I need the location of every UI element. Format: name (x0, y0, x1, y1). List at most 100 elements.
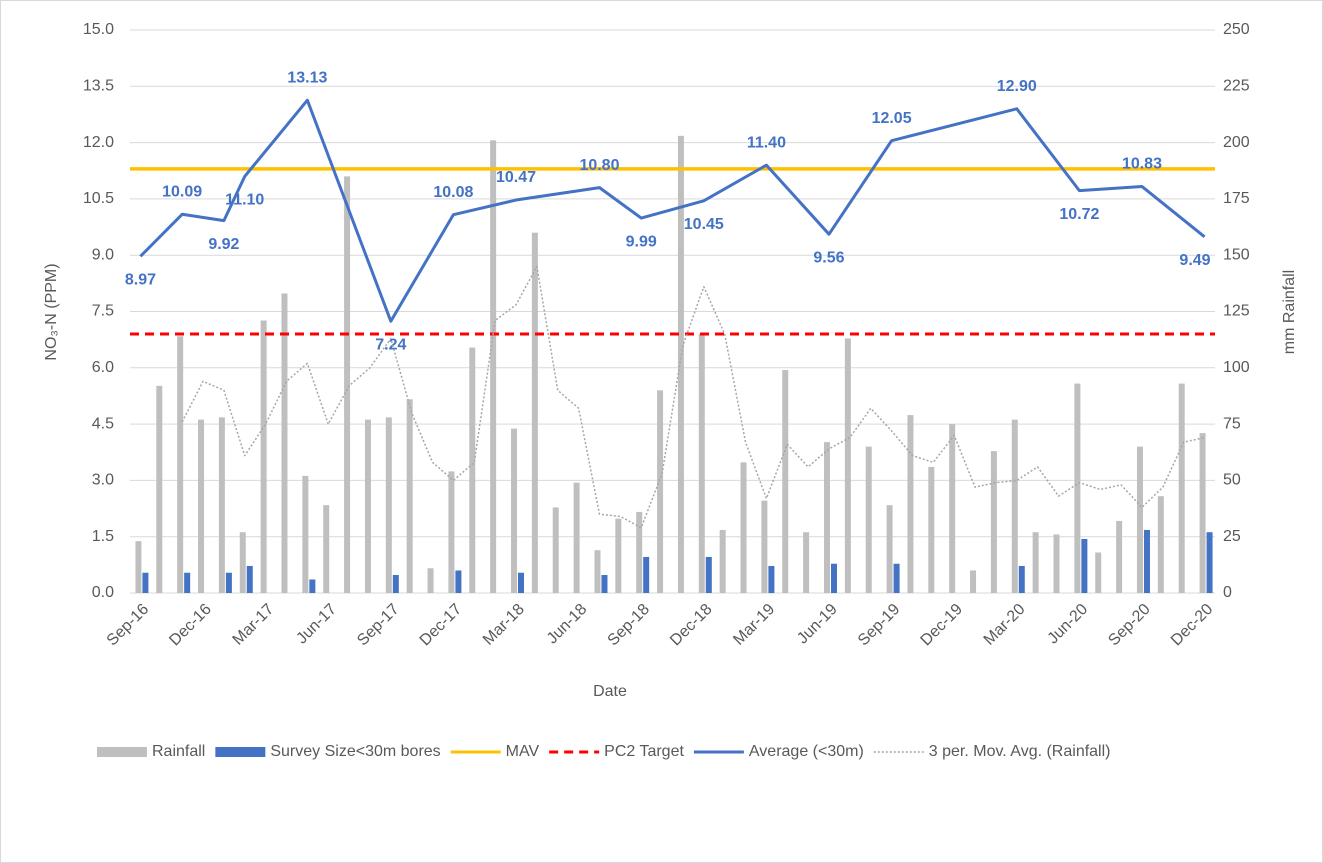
bar (1018, 565, 1025, 593)
bar (1053, 534, 1060, 593)
bar (518, 572, 525, 593)
bar (615, 518, 622, 593)
data-label: 10.09 (162, 184, 202, 201)
data-label: 9.99 (626, 233, 657, 250)
y-tick-label: 6.0 (92, 359, 114, 376)
bar (511, 428, 518, 593)
bar (1143, 529, 1150, 593)
bar (302, 475, 309, 593)
legend-label: Average (<30m) (749, 743, 864, 760)
data-label: 10.72 (1059, 206, 1099, 223)
bar (427, 568, 434, 593)
y2-tick-label: 125 (1223, 303, 1250, 320)
bar (705, 556, 712, 593)
bar (392, 574, 399, 593)
bar (1095, 552, 1102, 593)
legend-label: MAV (506, 743, 540, 760)
x-axis-title: Date (593, 683, 627, 700)
bar (803, 532, 810, 593)
bar (260, 320, 267, 593)
legend-label: PC2 Target (604, 743, 684, 760)
bar (594, 550, 601, 593)
y2-tick-label: 0 (1223, 584, 1232, 601)
bar (970, 570, 977, 593)
bar (344, 176, 351, 593)
data-label: 8.97 (125, 272, 156, 289)
bar (218, 417, 225, 593)
data-label: 10.45 (684, 216, 724, 233)
bar (830, 563, 837, 593)
bar (601, 574, 608, 593)
bar (823, 442, 830, 593)
bar (768, 565, 775, 593)
y2-tick-label: 225 (1223, 78, 1250, 95)
bar (886, 505, 893, 593)
y-tick-label: 9.0 (92, 246, 114, 263)
bar (1157, 496, 1164, 593)
bar (246, 565, 253, 593)
y2-tick-label: 200 (1223, 134, 1250, 151)
bar (385, 417, 392, 593)
bar (323, 505, 330, 593)
y2-tick-label: 175 (1223, 190, 1250, 207)
bar (1011, 419, 1018, 593)
bar (573, 482, 580, 593)
y2-tick-label: 250 (1223, 21, 1250, 38)
bar (1116, 520, 1123, 593)
y-tick-label: 3.0 (92, 472, 114, 489)
data-label: 11.40 (747, 134, 786, 151)
y-tick-label: 0.0 (92, 584, 114, 601)
bar (893, 563, 900, 593)
bar (1032, 532, 1039, 593)
y-tick-label: 10.5 (83, 190, 114, 207)
bar (156, 385, 163, 593)
y2-tick-label: 25 (1223, 528, 1241, 545)
bar (1199, 433, 1206, 593)
bar (469, 347, 476, 593)
data-label: 10.47 (496, 169, 536, 186)
bar (142, 572, 149, 593)
bar (636, 511, 643, 593)
line (139, 98, 1206, 323)
data-label: 10.08 (433, 184, 473, 201)
bar (928, 466, 935, 593)
data-label: 10.80 (579, 157, 619, 174)
y2-axis-title: mm Rainfall (1281, 270, 1298, 354)
bar (531, 232, 538, 593)
bar (1136, 446, 1143, 593)
y-tick-label: 12.0 (83, 134, 114, 151)
bar (907, 415, 914, 593)
y-tick-label: 13.5 (83, 78, 114, 95)
bar (281, 293, 288, 593)
bar (406, 399, 413, 593)
y2-tick-label: 100 (1223, 359, 1250, 376)
y-tick-label: 4.5 (92, 415, 114, 432)
bar (184, 572, 191, 593)
bar (782, 370, 789, 593)
line (181, 265, 1205, 529)
bar (198, 419, 205, 593)
legend-swatch (97, 747, 147, 757)
bar (309, 579, 316, 593)
y2-tick-label: 75 (1223, 415, 1241, 432)
legend-label: Survey Size<30m bores (270, 743, 440, 760)
bar (761, 500, 768, 593)
data-label: 10.83 (1122, 156, 1162, 173)
data-label: 11.10 (225, 192, 264, 209)
bar (657, 390, 664, 593)
y-tick-label: 7.5 (92, 303, 114, 320)
bar (455, 570, 462, 593)
bar (1178, 383, 1185, 593)
data-label: 9.56 (813, 249, 844, 266)
bar (135, 541, 142, 593)
bar (740, 462, 747, 593)
bar (719, 529, 726, 593)
data-label: 13.13 (287, 69, 327, 86)
data-label: 9.92 (208, 236, 239, 253)
bar (1074, 383, 1081, 593)
bar (177, 336, 184, 593)
bar (844, 338, 851, 593)
bar (949, 424, 956, 593)
bar (643, 556, 650, 593)
